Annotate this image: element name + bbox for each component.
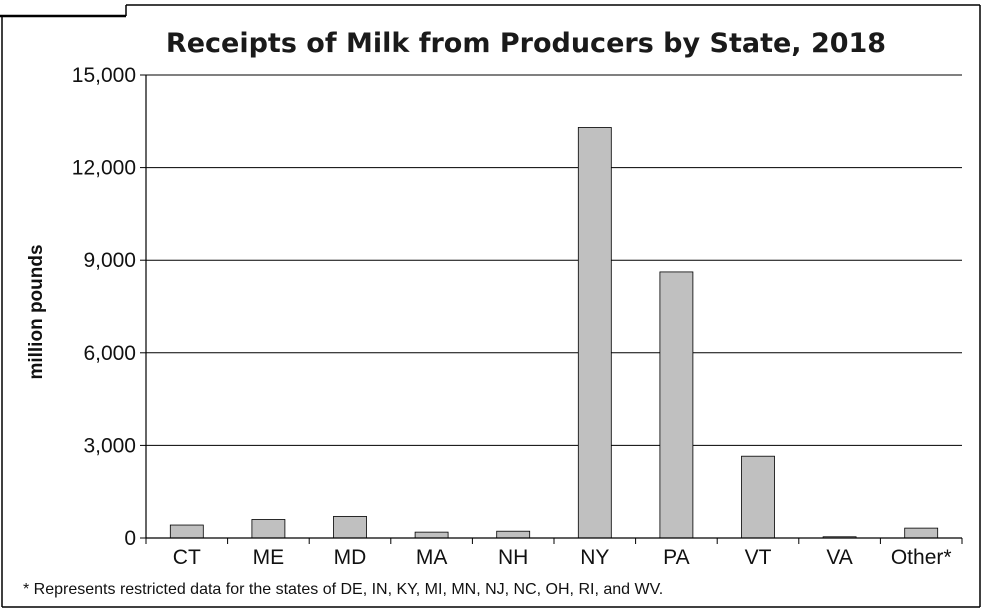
bar xyxy=(904,527,939,539)
x-tick-label: MA xyxy=(416,546,448,569)
x-tick-labels: CT ME MD MA NH NY PA VT VA Other* xyxy=(173,546,952,569)
bar xyxy=(414,531,449,539)
bar xyxy=(659,271,694,539)
bar xyxy=(251,519,286,539)
footnote: * Represents restricted data for the sta… xyxy=(23,581,663,598)
x-tick-label: MD xyxy=(334,546,367,569)
bar xyxy=(169,524,204,539)
bar xyxy=(333,515,367,539)
x-tick-label: NY xyxy=(580,546,609,569)
bars xyxy=(169,127,939,539)
bar xyxy=(577,127,612,539)
y-tick-label: 3,000 xyxy=(83,434,136,457)
chart-title: Receipts of Milk from Producers by State… xyxy=(166,28,886,59)
x-tick-label: PA xyxy=(663,546,689,569)
y-tick-label: 12,000 xyxy=(72,157,136,180)
bar xyxy=(496,530,531,539)
axes xyxy=(145,75,962,539)
y-tick-label: 0 xyxy=(124,527,136,550)
gridlines xyxy=(140,74,963,544)
x-tick-label: NH xyxy=(498,546,528,569)
y-tick-label: 6,000 xyxy=(83,342,136,365)
x-tick-label: Other* xyxy=(891,546,952,569)
x-tick-label: CT xyxy=(173,546,201,569)
y-tick-label: 15,000 xyxy=(72,64,136,87)
y-axis-label: million pounds xyxy=(26,244,47,379)
x-tick-label: VT xyxy=(745,546,772,569)
x-tick-label: ME xyxy=(253,546,285,569)
y-tick-label: 9,000 xyxy=(83,249,136,272)
x-tick-label: VA xyxy=(826,546,852,569)
y-tick-labels: 0 3,000 6,000 9,000 12,000 15,000 xyxy=(72,64,136,550)
bar xyxy=(741,455,775,539)
